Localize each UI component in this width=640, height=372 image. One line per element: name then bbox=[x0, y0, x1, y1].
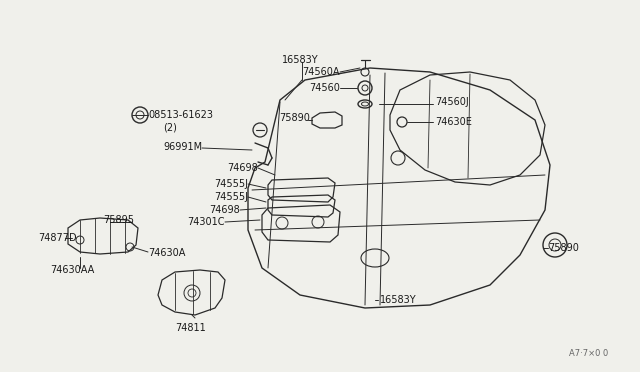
Text: A7·7×0 0: A7·7×0 0 bbox=[569, 349, 608, 358]
Text: 74877D: 74877D bbox=[38, 233, 77, 243]
Text: 75890: 75890 bbox=[279, 113, 310, 123]
Text: 74811: 74811 bbox=[175, 323, 205, 333]
Text: 74630E: 74630E bbox=[435, 117, 472, 127]
Text: 75890: 75890 bbox=[548, 243, 579, 253]
Text: 74560J: 74560J bbox=[435, 97, 468, 107]
Text: 74630AA: 74630AA bbox=[50, 265, 94, 275]
Text: 74630A: 74630A bbox=[148, 248, 186, 258]
Text: 74698: 74698 bbox=[227, 163, 258, 173]
Text: 74555J: 74555J bbox=[214, 179, 248, 189]
Text: 74560: 74560 bbox=[309, 83, 340, 93]
Text: (2): (2) bbox=[163, 123, 177, 133]
Text: 74698: 74698 bbox=[209, 205, 240, 215]
Text: 96991M: 96991M bbox=[163, 142, 202, 152]
Text: 16583Y: 16583Y bbox=[282, 55, 319, 65]
Text: 75895: 75895 bbox=[103, 215, 134, 225]
Text: 74560A: 74560A bbox=[303, 67, 340, 77]
Text: 08513-61623: 08513-61623 bbox=[148, 110, 213, 120]
Text: 16583Y: 16583Y bbox=[380, 295, 417, 305]
Text: 74301C: 74301C bbox=[188, 217, 225, 227]
Text: 74555J: 74555J bbox=[214, 192, 248, 202]
